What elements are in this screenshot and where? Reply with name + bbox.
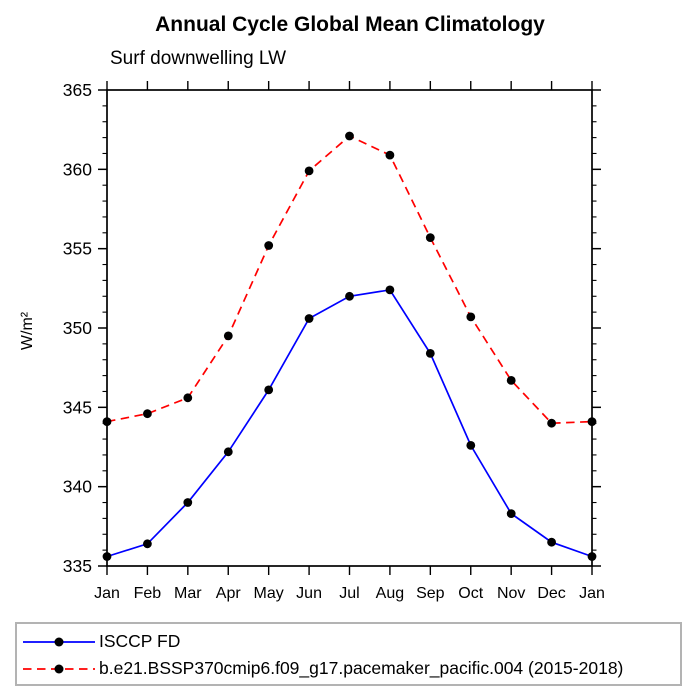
data-point-marker xyxy=(345,131,354,141)
y-tick-label: 350 xyxy=(63,318,92,338)
data-point-marker xyxy=(304,314,314,323)
data-point-marker xyxy=(183,498,193,507)
data-point-marker xyxy=(143,409,152,419)
y-axis-labels: 335 340 345 350 355 360 365 xyxy=(63,80,92,576)
y-tick-label: 345 xyxy=(63,397,92,417)
legend-marker-dot xyxy=(54,637,64,647)
x-tick-label: Apr xyxy=(216,585,242,602)
y-tick-label: 355 xyxy=(63,239,92,259)
data-point-marker xyxy=(466,441,476,450)
x-tick-label: Aug xyxy=(376,585,404,602)
x-tick-label: Feb xyxy=(134,585,162,602)
data-point-marker xyxy=(264,385,274,395)
x-tick-label: Dec xyxy=(537,585,565,602)
x-tick-label: Jul xyxy=(339,585,359,602)
plot-border xyxy=(106,89,593,567)
x-axis-labels: Jan Feb Mar Apr May Jun Jul Aug Sep Oct Nov Dec Jan xyxy=(94,585,605,602)
chart-title: Annual Cycle Global Mean Climatology xyxy=(155,13,545,36)
y-tick-label: 360 xyxy=(63,159,92,179)
data-point-marker xyxy=(143,539,152,549)
series-line-1 xyxy=(106,134,593,425)
data-point-marker xyxy=(264,241,274,250)
y-tick-label: 335 xyxy=(63,556,92,576)
legend-label-model-run: b.e21.BSSP370cmip6.f09_g17.pacemaker_pac… xyxy=(99,658,624,679)
data-point-marker xyxy=(223,447,233,457)
y-axis-title: W/m² xyxy=(19,311,36,350)
data-point-marker xyxy=(547,418,556,428)
x-tick-label: Sep xyxy=(416,585,445,602)
legend: ISCCP FD b.e21.BSSP370cmip6.f09_g17.pace… xyxy=(15,622,682,686)
x-tick-label: Jan xyxy=(94,585,120,602)
y-tick-label: 340 xyxy=(63,477,92,497)
data-point-marker xyxy=(506,509,516,518)
x-axis-ticks xyxy=(106,81,593,575)
data-point-marker xyxy=(385,285,395,295)
data-point-marker xyxy=(506,376,516,385)
x-tick-label: Jun xyxy=(296,585,322,602)
data-point-marker xyxy=(587,417,597,426)
data-point-marker xyxy=(385,150,395,160)
y-axis-ticks xyxy=(98,89,601,567)
x-tick-label: Jan xyxy=(579,585,605,602)
x-tick-label: May xyxy=(254,585,284,602)
data-point-marker xyxy=(345,291,354,301)
legend-swatch-dashed-line xyxy=(23,664,95,674)
data-point-marker xyxy=(102,552,112,561)
legend-label-isccp-fd: ISCCP FD xyxy=(99,631,181,652)
legend-swatch-solid-line xyxy=(23,637,95,647)
data-point-marker xyxy=(587,552,597,561)
data-point-marker xyxy=(547,537,556,547)
data-point-marker xyxy=(425,349,435,358)
series-line-0 xyxy=(106,288,593,558)
x-tick-label: Oct xyxy=(458,585,483,602)
data-point-marker xyxy=(102,417,112,426)
legend-item-model-run: b.e21.BSSP370cmip6.f09_g17.pacemaker_pac… xyxy=(21,656,623,682)
x-tick-label: Nov xyxy=(497,585,525,602)
legend-item-isccp-fd: ISCCP FD xyxy=(21,629,180,655)
chart-subtitle: Surf downwelling LW xyxy=(110,48,287,69)
data-point-marker xyxy=(425,233,435,243)
legend-marker-dot xyxy=(54,664,64,674)
x-tick-label: Mar xyxy=(174,585,202,602)
data-point-marker xyxy=(466,312,476,322)
data-point-marker xyxy=(183,393,193,403)
data-point-marker xyxy=(223,331,233,341)
data-point-marker xyxy=(304,166,314,176)
y-tick-label: 365 xyxy=(63,80,92,100)
